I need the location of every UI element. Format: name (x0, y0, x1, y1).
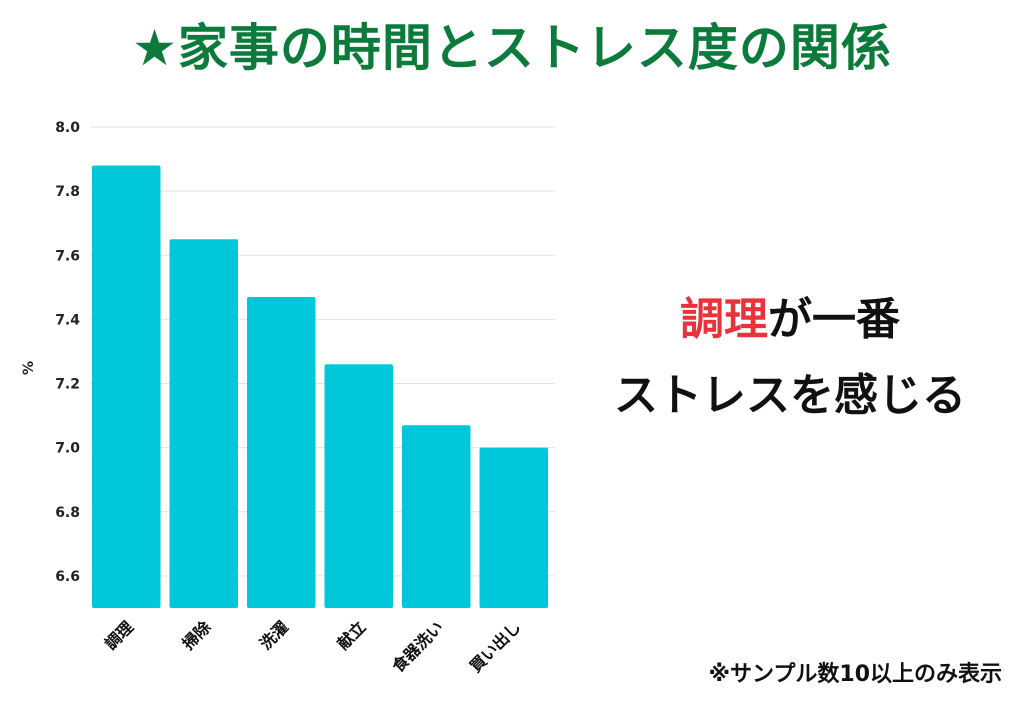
callout-text: 調理が一番 ストレスを感じる (560, 282, 1020, 434)
bar-掃除 (169, 239, 238, 608)
x-tick-label: 掃除 (179, 617, 216, 654)
y-tick-label: 7.8 (55, 184, 80, 200)
x-tick-label: 洗濯 (256, 617, 292, 653)
y-tick-label: 6.6 (55, 569, 80, 585)
footnote: ※サンプル数10以上のみ表示 (708, 662, 1002, 687)
bar-洗濯 (247, 296, 316, 608)
y-axis-label: % (21, 361, 37, 375)
y-tick-label: 7.0 (55, 441, 80, 457)
bar-献立 (324, 364, 393, 608)
x-tick-label: 買い出し (466, 617, 525, 676)
y-tick-label: 6.8 (55, 505, 80, 521)
chart-title: ★家事の時間とストレス度の関係 (132, 19, 892, 77)
y-tick-label: 7.6 (55, 248, 80, 264)
bar-買い出し (479, 447, 548, 608)
bar-調理 (92, 165, 161, 609)
x-tick-label: 食器洗い (388, 617, 447, 676)
y-tick-label: 7.4 (55, 312, 80, 328)
y-tick-label: 7.2 (55, 377, 80, 393)
x-tick-label: 献立 (334, 617, 370, 653)
callout-line1: が一番 (768, 294, 900, 345)
y-tick-label: 8.0 (55, 120, 80, 136)
callout-line2: ストレスを感じる (614, 370, 966, 421)
callout-highlight: 調理 (680, 294, 768, 345)
bar-食器洗い (402, 425, 471, 608)
x-tick-label: 調理 (101, 617, 137, 653)
